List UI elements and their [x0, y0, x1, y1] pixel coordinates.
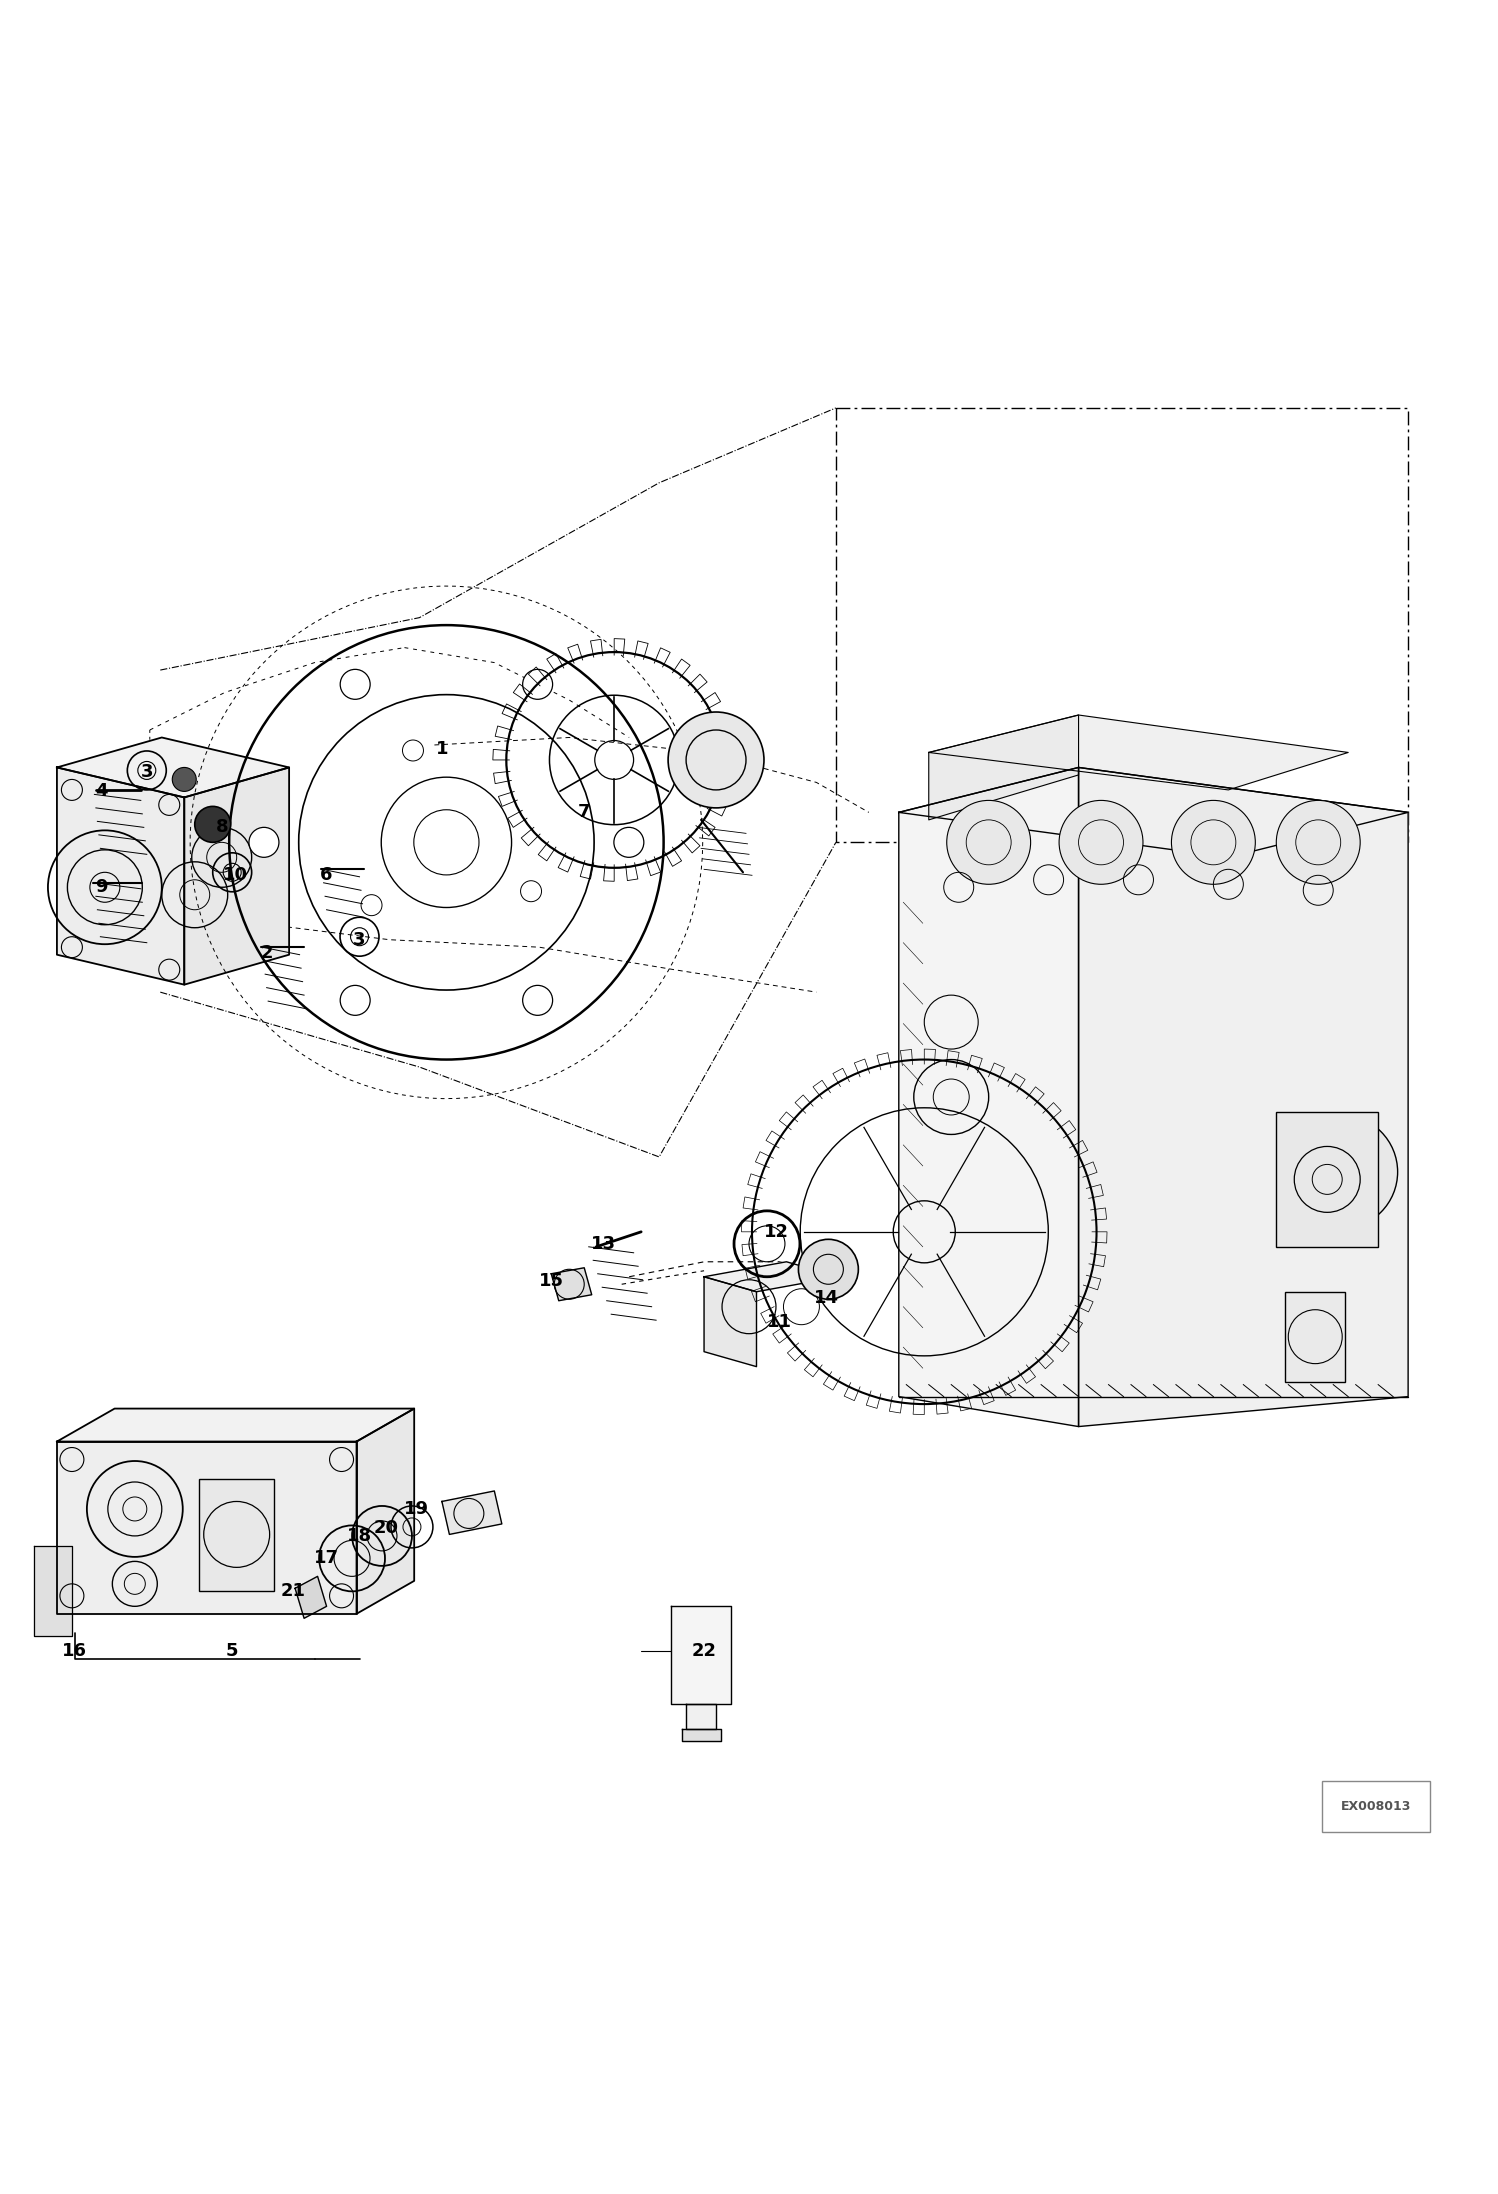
Text: 20: 20	[374, 1520, 398, 1538]
Polygon shape	[929, 715, 1079, 821]
Circle shape	[340, 985, 370, 1016]
Circle shape	[340, 669, 370, 700]
Text: 8: 8	[216, 818, 228, 836]
Bar	[1285, 1292, 1345, 1382]
Polygon shape	[357, 1409, 413, 1615]
Polygon shape	[57, 737, 289, 796]
Polygon shape	[57, 1409, 413, 1441]
Circle shape	[798, 1240, 858, 1299]
Text: 12: 12	[764, 1222, 788, 1242]
Text: 13: 13	[592, 1235, 616, 1253]
Text: 1: 1	[436, 739, 448, 759]
Text: EX008013: EX008013	[1341, 1799, 1411, 1812]
Circle shape	[1059, 801, 1143, 884]
Circle shape	[523, 985, 553, 1016]
Circle shape	[1284, 1115, 1398, 1229]
Polygon shape	[671, 1606, 731, 1705]
Text: 22: 22	[692, 1643, 716, 1661]
Text: 7: 7	[578, 803, 590, 821]
Polygon shape	[682, 1729, 721, 1742]
Circle shape	[947, 801, 1031, 884]
Text: 9: 9	[96, 878, 108, 897]
Polygon shape	[899, 768, 1408, 858]
Polygon shape	[1079, 768, 1408, 1426]
Polygon shape	[57, 768, 184, 985]
Polygon shape	[34, 1547, 72, 1637]
Polygon shape	[686, 1705, 716, 1729]
Polygon shape	[184, 768, 289, 985]
Text: 17: 17	[315, 1549, 339, 1567]
Polygon shape	[929, 715, 1348, 790]
Bar	[199, 1479, 274, 1591]
Text: 11: 11	[767, 1312, 791, 1332]
Circle shape	[172, 768, 196, 792]
Polygon shape	[704, 1262, 839, 1292]
Text: 19: 19	[404, 1501, 428, 1518]
Polygon shape	[295, 1575, 327, 1619]
Circle shape	[1171, 801, 1255, 884]
Text: 3: 3	[354, 930, 366, 948]
Circle shape	[523, 669, 553, 700]
Circle shape	[195, 807, 231, 842]
Polygon shape	[442, 1492, 502, 1534]
Text: 15: 15	[539, 1273, 563, 1290]
Circle shape	[668, 713, 764, 807]
Polygon shape	[704, 1277, 756, 1367]
Circle shape	[249, 827, 279, 858]
Text: 14: 14	[815, 1288, 839, 1308]
Text: 16: 16	[63, 1643, 87, 1661]
Polygon shape	[57, 1441, 357, 1615]
Circle shape	[1276, 801, 1360, 884]
Text: 2: 2	[261, 943, 273, 963]
Text: 10: 10	[223, 867, 247, 884]
Bar	[1276, 1112, 1378, 1246]
Polygon shape	[899, 768, 1079, 1426]
Text: 3: 3	[141, 764, 153, 781]
Text: 4: 4	[96, 783, 108, 801]
Circle shape	[614, 827, 644, 858]
Text: 6: 6	[321, 867, 333, 884]
Text: 18: 18	[348, 1527, 372, 1545]
Polygon shape	[551, 1268, 592, 1301]
Text: 5: 5	[226, 1643, 238, 1661]
Text: 21: 21	[282, 1582, 306, 1599]
